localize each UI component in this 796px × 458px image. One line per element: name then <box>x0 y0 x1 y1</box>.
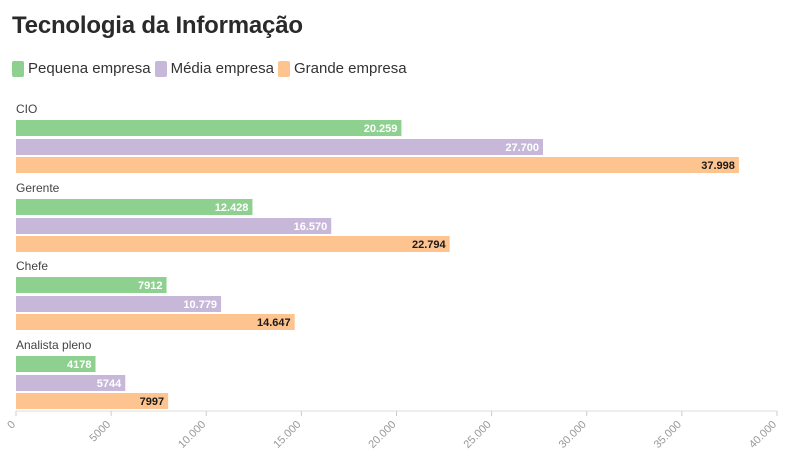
x-tick-label-3: 15.000 <box>271 419 303 451</box>
x-tick-label-1: 5000 <box>87 419 113 445</box>
x-tick-label-4: 20.000 <box>366 419 398 451</box>
category-label-gerente: Gerente <box>16 181 60 195</box>
category-label-chefe: Chefe <box>16 259 48 273</box>
x-tick-label-0: 0 <box>5 419 18 432</box>
legend-swatch-grande <box>277 60 290 77</box>
data-label-gerente-grande-empresa: 22.794 <box>412 239 447 251</box>
data-label-analista-pleno-pequena-empresa: 4178 <box>67 359 91 371</box>
bar-gerente-media-empresa <box>16 218 332 234</box>
data-label-cio-grande-empresa: 37.998 <box>701 160 735 172</box>
data-label-analista-pleno-grande-empresa: 7997 <box>140 396 164 408</box>
data-label-chefe-media-empresa: 10.779 <box>183 299 217 311</box>
x-tick-label-8: 40.000 <box>747 419 779 451</box>
bar-gerente-grande-empresa <box>16 236 450 252</box>
data-label-gerente-media-empresa: 16.570 <box>294 221 328 233</box>
x-tick-label-6: 30.000 <box>557 419 589 451</box>
bar-chefe-grande-empresa <box>16 314 295 330</box>
bar-gerente-pequena-empresa <box>16 199 253 215</box>
bar-cio-pequena-empresa <box>16 120 402 136</box>
bar-cio-media-empresa <box>16 139 543 155</box>
data-label-analista-pleno-media-empresa: 5744 <box>97 378 122 390</box>
x-tick-label-7: 35.000 <box>652 419 684 451</box>
data-label-cio-media-empresa: 27.700 <box>505 142 539 154</box>
x-tick-label-2: 10.000 <box>176 419 208 451</box>
bar-analista-pleno-pequena-empresa <box>16 356 96 372</box>
legend-label-media: Média empresa <box>170 60 274 77</box>
bar-chefe-media-empresa <box>16 296 222 312</box>
legend: Pequena empresa Média empresa Grande emp… <box>12 60 411 77</box>
bar-analista-pleno-grande-empresa <box>16 393 169 409</box>
legend-swatch-media <box>154 60 167 77</box>
legend-item-grande: Grande empresa <box>277 60 407 77</box>
legend-swatch-pequena <box>12 60 24 77</box>
data-label-gerente-pequena-empresa: 12.428 <box>215 202 249 214</box>
bar-chefe-pequena-empresa <box>16 277 167 293</box>
legend-label-grande: Grande empresa <box>293 60 407 77</box>
data-label-chefe-pequena-empresa: 7912 <box>138 280 162 292</box>
category-label-analista-pleno: Analista pleno <box>16 338 92 352</box>
category-label-cio: CIO <box>16 102 37 116</box>
bar-analista-pleno-media-empresa <box>16 375 126 391</box>
x-tick-label-5: 25.000 <box>461 419 493 451</box>
data-label-cio-pequena-empresa: 20.259 <box>364 123 398 135</box>
legend-label-pequena: Pequena empresa <box>28 60 151 77</box>
data-label-chefe-grande-empresa: 14.647 <box>257 317 291 329</box>
chart-title: Tecnologia da Informação <box>12 12 303 39</box>
legend-item-media: Média empresa <box>154 60 274 77</box>
legend-item-pequena: Pequena empresa <box>12 60 151 77</box>
bar-cio-grande-empresa <box>16 157 739 173</box>
